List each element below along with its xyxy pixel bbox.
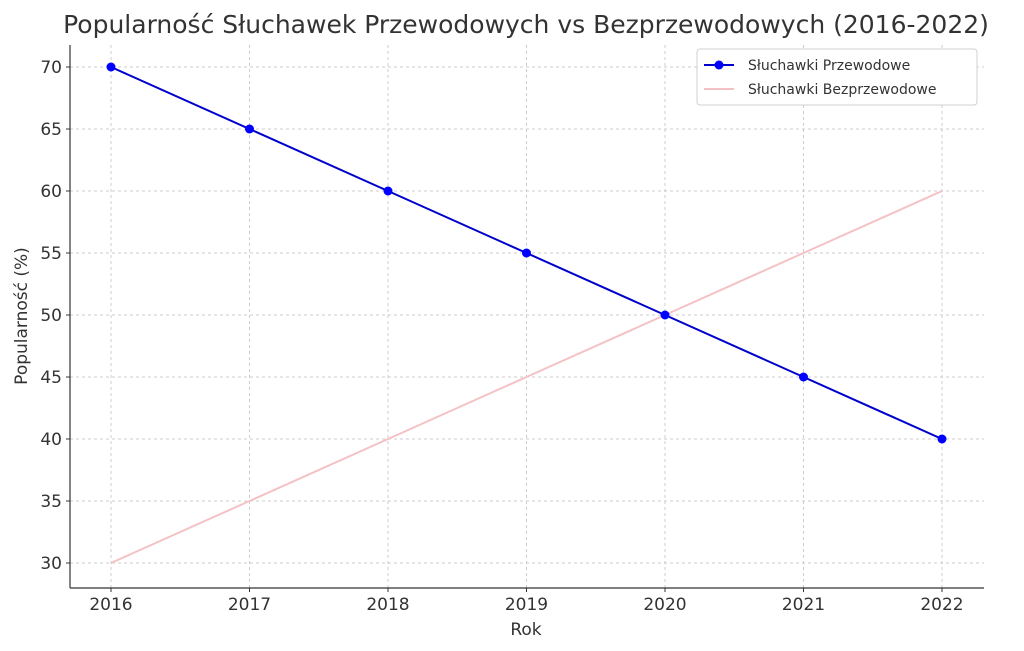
x-tick-label: 2017 xyxy=(228,595,271,615)
y-tick-labels: 30 35 40 45 50 55 60 65 70 xyxy=(40,58,70,574)
x-tick-label: 2019 xyxy=(505,595,548,615)
grid-lines xyxy=(70,45,984,588)
y-axis-label: Popularność (%) xyxy=(12,247,32,385)
legend-label-wireless: Słuchawki Bezprzewodowe xyxy=(748,82,937,98)
y-tick-label: 60 xyxy=(40,182,62,202)
x-tick-label: 2020 xyxy=(643,595,686,615)
legend: Słuchawki Przewodowe Słuchawki Bezprzewo… xyxy=(696,48,978,106)
legend-item-wired: Słuchawki Przewodowe xyxy=(704,58,910,74)
data-point-marker xyxy=(106,62,116,72)
x-tick-label: 2016 xyxy=(89,595,132,615)
data-point-marker xyxy=(383,186,393,196)
y-tick-label: 45 xyxy=(40,368,62,388)
legend-label-wired: Słuchawki Przewodowe xyxy=(748,58,910,74)
series-wireless-line xyxy=(110,190,943,564)
y-tick-label: 35 xyxy=(40,492,62,512)
data-point-marker xyxy=(245,124,254,134)
legend-item-wireless: Słuchawki Bezprzewodowe xyxy=(704,82,937,98)
data-point-marker xyxy=(522,248,531,258)
y-tick-label: 55 xyxy=(40,244,62,264)
chart-title: Popularność Słuchawek Przewodowych vs Be… xyxy=(63,10,989,39)
data-point-marker xyxy=(799,372,808,382)
x-tick-label: 2018 xyxy=(366,595,409,615)
x-tick-label: 2022 xyxy=(920,595,963,615)
legend-wired-marker-icon xyxy=(714,60,724,70)
series-lines xyxy=(106,62,947,564)
y-tick-label: 30 xyxy=(40,554,62,574)
x-tick-labels: 2016 2017 2018 2019 2020 2021 2022 xyxy=(89,588,964,615)
x-tick-label: 2021 xyxy=(782,595,825,615)
data-point-marker xyxy=(937,434,947,444)
data-point-marker xyxy=(660,310,670,320)
y-tick-label: 40 xyxy=(40,430,62,450)
y-tick-label: 50 xyxy=(40,306,62,326)
x-axis-label: Rok xyxy=(510,620,541,640)
legend-box xyxy=(696,48,978,106)
y-tick-label: 65 xyxy=(40,120,62,140)
y-tick-label: 70 xyxy=(40,58,62,78)
